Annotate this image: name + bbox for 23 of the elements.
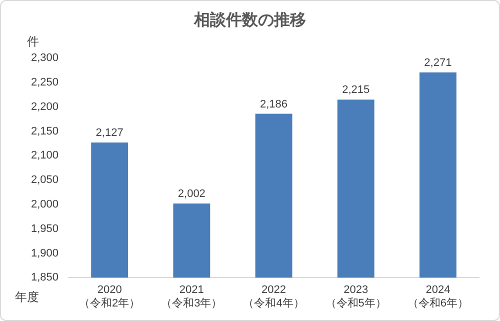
y-tick-label: 2,300 [30, 52, 59, 64]
data-label: 2,002 [178, 188, 206, 200]
x-axis-title: 年度 [15, 290, 39, 304]
y-tick-label: 1,950 [30, 222, 59, 235]
y-tick-label: 2,000 [30, 198, 59, 210]
y-tick-label: 2,150 [30, 125, 59, 138]
data-label: 2,271 [424, 56, 452, 69]
data-label: 2,127 [96, 127, 124, 140]
x-tick-label: 2021 （令和3年） [161, 284, 222, 310]
x-tick-label: 2022 （令和4年） [243, 284, 304, 310]
y-tick-label: 2,100 [30, 150, 59, 162]
x-tick-label: 2020 （令和2年） [79, 284, 140, 310]
y-tick-label: 2,050 [30, 174, 59, 186]
x-tick-label: 2024 （令和6年） [407, 284, 469, 310]
y-axis-title: 件 [27, 34, 39, 49]
y-tick-label: 2,250 [30, 76, 59, 89]
y-tick-label: 1,900 [30, 247, 59, 260]
y-tick-label: 2,200 [30, 100, 59, 113]
data-label: 2,215 [342, 84, 370, 96]
x-tick-label: 2023 （令和5年） [325, 284, 386, 310]
y-tick-label: 1,850 [30, 272, 59, 284]
chart-title: 相談件数の推移 [193, 11, 306, 30]
data-label: 2,186 [260, 98, 288, 110]
